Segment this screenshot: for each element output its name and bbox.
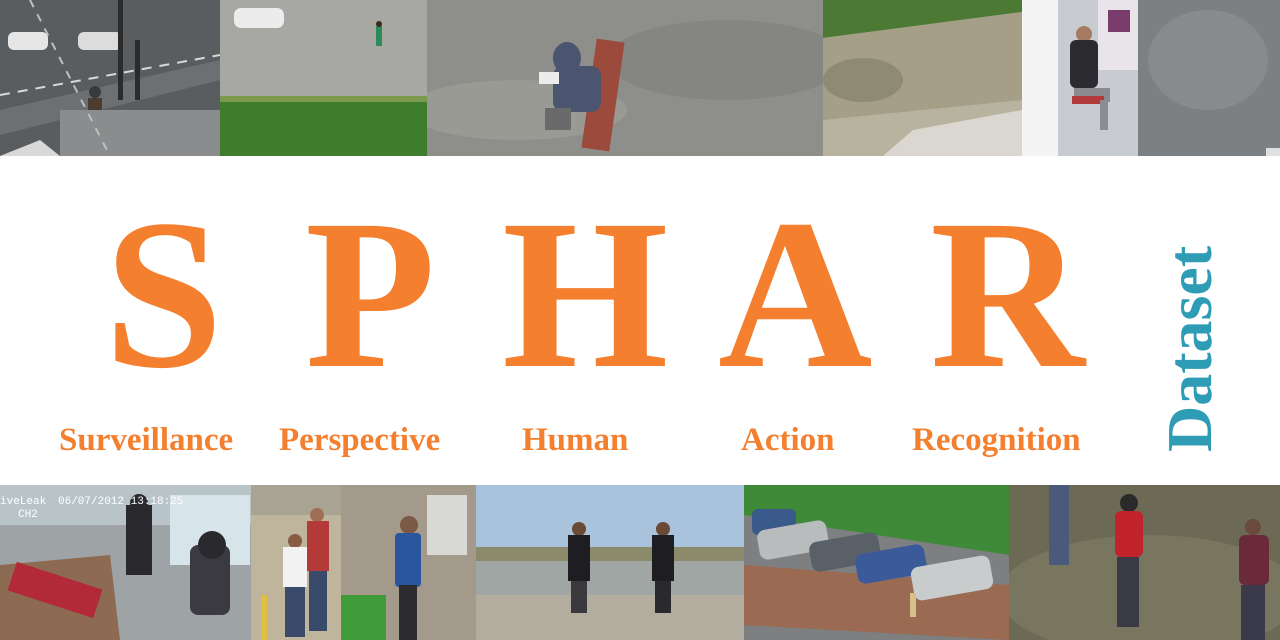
title-letter-h: H (502, 176, 669, 413)
top-image-strip (0, 0, 1280, 156)
title-area (0, 156, 1280, 485)
title-letter-r: R (930, 176, 1085, 413)
frame-cctv-store: iveLeak 06/07/2012 13:18:25 CH2 (0, 485, 251, 640)
cctv-brand-overlay: iveLeak (0, 496, 47, 508)
word-surveillance: Surveillance (59, 422, 234, 458)
frame-person-indoor (1022, 0, 1138, 156)
frame-two-people (251, 485, 341, 640)
frame-traffic-intersection (0, 0, 220, 156)
title-letter-s: S (104, 176, 224, 413)
title-letter-p: P (305, 176, 436, 413)
frame-grass-pavement (823, 0, 1022, 156)
word-recognition: Recognition (912, 422, 1081, 458)
frame-people-on-grass (1009, 485, 1280, 640)
frame-parked-cars (744, 485, 1009, 640)
bottom-image-strip: iveLeak 06/07/2012 13:18:25 CH2 (0, 485, 1280, 640)
dataset-label: Dataset (1154, 245, 1225, 452)
cctv-channel-overlay: CH2 (18, 509, 38, 521)
title-letter-a: A (718, 176, 873, 413)
word-perspective: Perspective (279, 422, 441, 458)
word-action: Action (741, 422, 835, 458)
frame-parking-lot (220, 0, 427, 156)
frame-lakeside (476, 485, 744, 640)
cctv-datetime-overlay: 06/07/2012 13:18:25 (58, 496, 184, 508)
frame-grey-ground (1138, 0, 1280, 156)
word-human: Human (522, 422, 629, 458)
frame-hallway (341, 485, 476, 640)
frame-person-on-bench (427, 0, 823, 156)
